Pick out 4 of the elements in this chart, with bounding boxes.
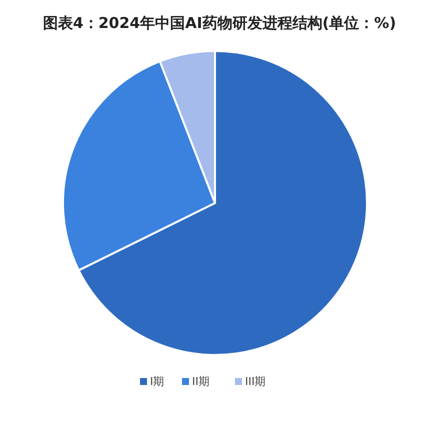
legend-label: I期: [150, 375, 164, 388]
legend-label: III期: [245, 375, 266, 388]
legend-label: II期: [192, 375, 210, 388]
chart-title: 图表4：2024年中国AI药物研发进程结构(单位：%): [42, 14, 396, 32]
